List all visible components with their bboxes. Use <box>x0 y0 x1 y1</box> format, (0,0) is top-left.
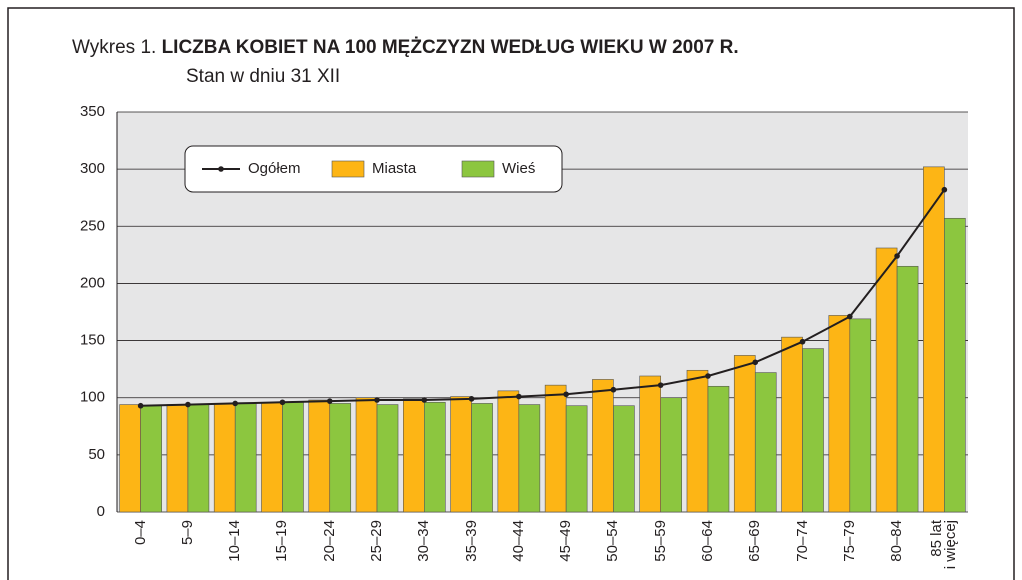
bar <box>754 372 777 513</box>
line-point <box>279 399 286 406</box>
y-tick-label: 0 <box>97 503 105 520</box>
bar <box>403 398 425 513</box>
x-tick-label: 25–29 <box>367 520 385 562</box>
line-point <box>137 402 144 409</box>
legend-label: Miasta <box>372 160 417 177</box>
line-point <box>610 386 617 393</box>
bar <box>213 403 236 513</box>
bar <box>802 348 824 513</box>
x-tick-label: 85 lat i więcej <box>928 520 960 570</box>
bar <box>707 385 730 513</box>
x-tick-label: 70–74 <box>793 520 811 562</box>
line-point <box>326 398 333 404</box>
x-tick-label: 0–4 <box>131 520 149 546</box>
line-point <box>705 373 711 379</box>
x-tick-label: 15–19 <box>273 520 291 562</box>
y-tick-label: 300 <box>80 160 105 177</box>
y-tick-label: 350 <box>80 103 105 120</box>
bar <box>781 336 803 513</box>
chart-subtitle: Stan w dniu 31 XII <box>186 66 340 87</box>
bar <box>613 405 635 513</box>
bar <box>896 265 919 513</box>
bar <box>518 404 541 513</box>
x-tick-label: 50–54 <box>604 520 622 562</box>
line-point <box>232 400 238 407</box>
frame <box>7 7 1015 580</box>
y-tick-label: 200 <box>80 274 105 291</box>
bar <box>355 397 378 513</box>
x-tick-label: 40–44 <box>509 520 527 562</box>
bar <box>849 318 872 513</box>
line-point <box>421 397 428 403</box>
bar <box>234 403 257 513</box>
bar <box>733 355 756 513</box>
x-tick-label: 65–69 <box>746 520 764 562</box>
x-tick-label: 20–24 <box>320 520 338 562</box>
bar <box>308 399 331 513</box>
line-point <box>894 253 900 259</box>
line-point <box>941 186 948 193</box>
line-point <box>799 338 806 345</box>
x-tick-label: 45–49 <box>557 520 574 562</box>
line-point <box>516 393 522 400</box>
x-tick-label: 5–9 <box>178 520 196 546</box>
bar <box>660 397 682 513</box>
x-tick-label: 35–39 <box>462 520 480 562</box>
bar <box>944 217 966 513</box>
title-label: Wykres 1. <box>72 37 156 58</box>
legend-box <box>184 145 563 193</box>
title-main: LICZBA KOBIET NA 100 MĘŻCZYZN WEDŁUG WIE… <box>162 37 739 58</box>
bar <box>282 401 304 513</box>
x-tick-label: 10–14 <box>226 520 244 562</box>
line-point <box>185 401 191 408</box>
bar <box>592 379 614 513</box>
bar <box>329 403 352 513</box>
y-tick-label: 50 <box>88 446 105 463</box>
bar <box>261 401 283 513</box>
bar <box>639 375 661 513</box>
bar <box>166 404 189 513</box>
bar <box>187 404 210 513</box>
line-point <box>374 397 380 403</box>
x-tick-label: 75–79 <box>840 520 858 562</box>
bar <box>544 384 567 513</box>
bar <box>923 166 945 513</box>
bar <box>140 405 162 513</box>
legend-swatch <box>331 160 365 178</box>
bar <box>376 404 399 513</box>
x-tick-label: 30–34 <box>415 520 433 562</box>
bar <box>119 404 141 513</box>
chart-title: Wykres 1. LICZBA KOBIET NA 100 MĘŻCZYZN … <box>72 37 739 58</box>
line-series <box>140 189 946 407</box>
line-point <box>657 382 664 388</box>
y-tick-label: 150 <box>80 332 105 349</box>
line-point <box>847 313 853 320</box>
bar <box>450 396 472 513</box>
x-tick-label: 55–59 <box>651 520 669 562</box>
x-tick-label: 80–84 <box>887 520 905 562</box>
legend-label: Wieś <box>502 160 535 177</box>
y-tick-label: 100 <box>80 389 105 406</box>
y-tick-label: 250 <box>80 217 105 234</box>
bar <box>828 315 851 513</box>
bar <box>471 403 493 513</box>
x-tick-label: 60–64 <box>698 520 716 562</box>
legend-swatch <box>461 160 495 178</box>
line-point <box>752 359 759 366</box>
bar <box>565 405 588 513</box>
line-point <box>563 391 569 398</box>
legend-dot <box>218 166 224 172</box>
bar <box>686 369 709 513</box>
bar <box>875 247 898 513</box>
line-point <box>468 396 475 402</box>
bar <box>424 401 446 513</box>
bar <box>497 390 520 513</box>
legend-label: Ogółem <box>248 160 301 177</box>
